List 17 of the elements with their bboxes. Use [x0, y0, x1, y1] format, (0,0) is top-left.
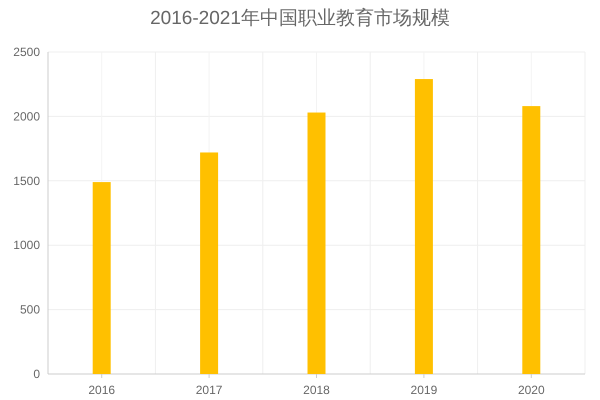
x-tick-label: 2020 — [518, 383, 545, 397]
y-tick-label: 1500 — [13, 174, 40, 188]
y-tick-label: 2000 — [13, 109, 40, 124]
chart-title: 2016-2021年中国职业教育市场规模 — [150, 7, 450, 29]
bar — [200, 152, 218, 374]
x-tick-label: 2019 — [410, 383, 438, 397]
bar — [522, 106, 540, 374]
x-tick-label: 2016 — [88, 383, 116, 397]
bar — [414, 79, 433, 374]
y-tick-label: 0 — [33, 367, 40, 381]
x-tick-label: 2018 — [303, 383, 330, 397]
y-tick-label: 1000 — [13, 238, 40, 252]
bar — [308, 112, 326, 374]
x-tick-label: 2017 — [196, 383, 223, 397]
bar — [92, 182, 111, 374]
y-tick-label: 2500 — [13, 45, 40, 59]
y-tick-label: 500 — [20, 302, 40, 317]
